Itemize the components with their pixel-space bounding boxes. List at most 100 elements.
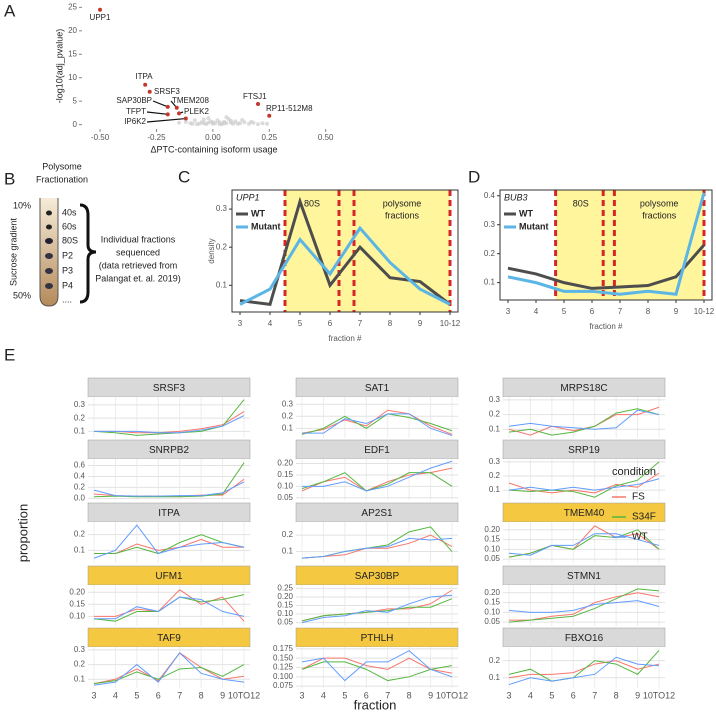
y-tick-label: 0.10 [277, 609, 293, 618]
y-tick-label: 10 [68, 73, 77, 82]
series-line [507, 192, 706, 296]
fraction-label: 80S [62, 235, 78, 245]
y-tick-label: 0.15 [277, 470, 293, 479]
series-line [93, 524, 245, 559]
chart-title: UPP1 [236, 192, 260, 202]
y-tick-label: 0.4 [484, 191, 496, 200]
series-line [94, 589, 245, 622]
annotation: 80S [304, 198, 320, 208]
y-axis-label: proportion [15, 504, 30, 563]
diagram-title: Polysome [42, 161, 82, 171]
fraction-label: P4 [62, 280, 73, 290]
x-tick-label: 6 [571, 690, 576, 700]
x-tick-label: 3 [299, 690, 304, 700]
y-tick-label: 0.10 [484, 544, 500, 553]
point [201, 121, 206, 126]
point [147, 89, 152, 94]
y-tick-label: 0.1 [484, 278, 496, 287]
y-tick-label: 0.2 [282, 530, 294, 539]
point [177, 120, 182, 125]
y-tick-label: 0.2 [484, 249, 496, 258]
y-tick-label: 0.1 [74, 674, 86, 683]
panel-title: ITPA [158, 508, 180, 519]
y-axis-label: density [207, 238, 216, 263]
point [267, 113, 272, 118]
y-tick-label: 0.2 [74, 413, 86, 422]
x-tick-label: 8 [199, 690, 204, 700]
series-line [94, 415, 245, 434]
panel-title: SNRPB2 [149, 445, 189, 456]
plot-frame [231, 189, 459, 313]
y-tick-label: 0.10 [277, 481, 293, 490]
y-tick-label: 25 [68, 2, 77, 11]
point [183, 119, 188, 124]
panel-title: TMEM40 [564, 508, 605, 519]
point-label: IP6K2 [124, 117, 146, 126]
y-tick-label: 0.1 [282, 547, 294, 556]
x-tick-label: 5 [134, 690, 139, 700]
panel-title: EDF1 [364, 445, 390, 456]
panel-label: D [468, 167, 480, 186]
panel-title: PTHLH [361, 633, 394, 644]
x-tick-label: 7 [618, 307, 623, 316]
series-line [301, 472, 453, 492]
x-tick-label: 10TO12 [643, 690, 675, 700]
y-tick-label: 0.125 [273, 663, 294, 672]
panel-title: UFM1 [155, 571, 183, 582]
x-tick-label: 6 [590, 307, 595, 316]
percent-label: 10% [13, 200, 31, 210]
panel-title: SAP30BP [355, 571, 400, 582]
point [201, 117, 206, 122]
x-tick-label: 4 [268, 319, 273, 328]
point [260, 121, 265, 126]
y-tick-label: 0.3 [489, 457, 501, 466]
legend-label: FS [632, 492, 645, 503]
series-line [94, 538, 244, 555]
annotation: polysome [383, 198, 422, 208]
x-tick-label: 0.50 [318, 133, 334, 142]
x-tick-label: 10-12 [440, 319, 461, 328]
panel-title: TAF9 [157, 633, 181, 644]
x-tick-label: 7 [358, 319, 363, 328]
annotation: fractions [385, 210, 420, 220]
series-line [239, 196, 451, 307]
panel-title: MRPS18C [560, 383, 607, 394]
y-tick-label: 0.2 [74, 660, 86, 669]
y-tick-label: 0.25 [277, 584, 293, 593]
point [177, 111, 182, 116]
y-tick-label: 0.20 [484, 525, 500, 534]
x-tick-label: -0.25 [147, 133, 166, 142]
x-tick-label: 10TO12 [228, 690, 260, 700]
series-line [508, 409, 660, 430]
point-label: PLEK2 [184, 107, 209, 116]
x-tick-label: 6 [364, 690, 369, 700]
y-tick-label: 0.0 [74, 493, 86, 502]
series-line [301, 534, 453, 559]
note-line: (data retrieved from [99, 260, 178, 270]
series-line [508, 472, 660, 494]
point [210, 120, 215, 125]
fraction-label: 60s [62, 221, 77, 231]
panel-title: STMN1 [567, 571, 601, 582]
series-line [301, 657, 453, 674]
point [256, 122, 260, 127]
y-tick-label: 0.2 [74, 483, 86, 492]
x-tick-label: 0.00 [205, 133, 221, 142]
x-tick-label: 5 [342, 690, 347, 700]
leader-line [146, 111, 168, 115]
annotation: 80S [573, 198, 589, 208]
x-tick-label: 8 [388, 319, 393, 328]
x-tick-label: 5 [549, 690, 554, 700]
point [217, 122, 222, 127]
y-tick-label: 0.075 [273, 681, 294, 690]
series-line [507, 244, 706, 290]
point-label: TFPT [126, 107, 146, 116]
x-tick-label: 9 [674, 307, 679, 316]
plot-bg [503, 397, 665, 438]
y-tick-label: 0.3 [74, 645, 86, 654]
fraction-label: 40s [62, 207, 77, 217]
legend-label: S34F [632, 512, 656, 523]
y-tick-label: 0.15 [277, 601, 293, 610]
x-tick-label: 4 [321, 690, 326, 700]
